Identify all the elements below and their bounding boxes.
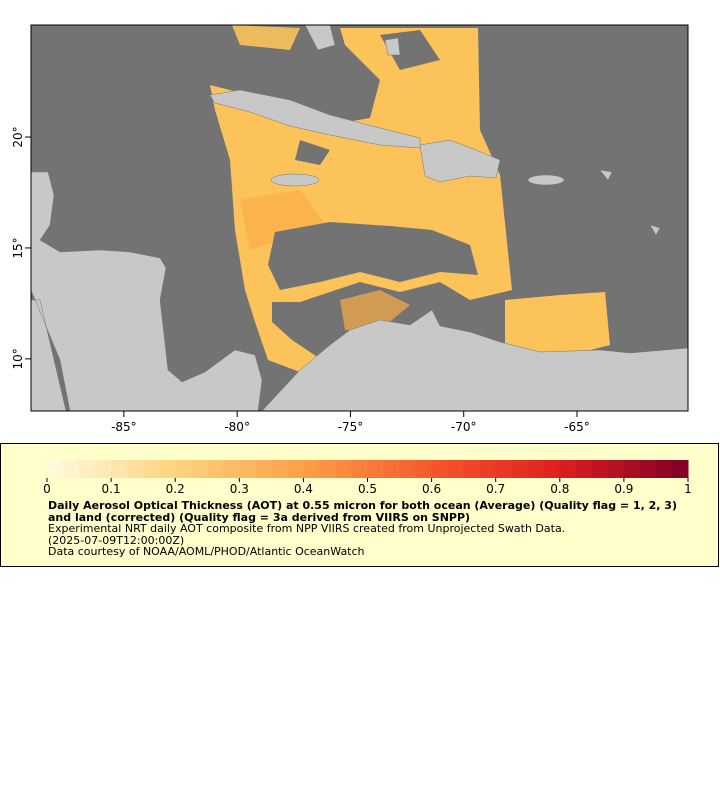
legend-text: Daily Aerosol Optical Thickness (AOT) at…	[48, 500, 678, 558]
colorbar-step	[207, 460, 224, 478]
map-frame	[30, 24, 689, 412]
colorbar-step	[447, 460, 465, 478]
legend-line: (2025-07-09T12:00:00Z)	[48, 533, 185, 547]
colorbar-tick-label: 0.9	[614, 482, 633, 496]
colorbar-step	[367, 460, 385, 478]
colorbar-tick-label: 1	[684, 482, 692, 496]
colorbar-step	[287, 460, 304, 478]
colorbar-step	[431, 460, 449, 478]
colorbar-step	[175, 460, 192, 478]
colorbar-step	[399, 460, 417, 478]
colorbar-step	[639, 460, 657, 478]
colorbar-step	[623, 460, 641, 478]
colorbar-step	[607, 460, 625, 478]
colorbar-tick-label: 0.4	[294, 482, 313, 496]
x-tick-label: -65°	[564, 420, 590, 434]
colorbar-step	[655, 460, 673, 478]
x-tick-label: -75°	[338, 420, 364, 434]
x-tick-label: -80°	[224, 420, 250, 434]
legend-line: Data courtesy of NOAA/AOML/PHOD/Atlantic…	[48, 545, 365, 558]
colorbar-step	[159, 460, 176, 478]
colorbar-step	[383, 460, 401, 478]
colorbar-step	[335, 460, 352, 478]
colorbar-step	[255, 460, 272, 478]
y-tick-label: 10°	[11, 348, 25, 369]
colorbar-step	[511, 460, 529, 478]
colorbar-step	[559, 460, 577, 478]
legend-title: Daily Aerosol Optical Thickness (AOT) at…	[48, 499, 677, 524]
colorbar-step	[79, 460, 96, 478]
colorbar-step	[191, 460, 208, 478]
colorbar-tick-label: 0.3	[230, 482, 249, 496]
colorbar-tick-label: 0.5	[358, 482, 377, 496]
colorbar-step	[239, 460, 256, 478]
colorbar-step	[575, 460, 593, 478]
y-tick-label: 20°	[11, 126, 25, 147]
colorbar-tick-label: 0.7	[486, 482, 505, 496]
y-tick-label: 15°	[11, 237, 25, 258]
colorbar-step	[527, 460, 545, 478]
colorbar-step	[271, 460, 288, 478]
colorbar-step	[127, 460, 144, 478]
colorbar-tick-label: 0.1	[102, 482, 121, 496]
colorbar-tick-label: 0.6	[422, 482, 441, 496]
colorbar-step	[303, 460, 320, 478]
colorbar-tick-label: 0.2	[166, 482, 185, 496]
x-tick-label: -85°	[111, 420, 137, 434]
colorbar-step	[319, 460, 336, 478]
x-tick-label: -70°	[451, 420, 477, 434]
colorbar-step	[351, 460, 368, 478]
colorbar-step	[63, 460, 80, 478]
colorbar-step	[495, 460, 513, 478]
colorbar-step	[47, 460, 64, 478]
colorbar-step	[671, 460, 689, 478]
colorbar-step	[543, 460, 561, 478]
colorbar-step	[223, 460, 240, 478]
colorbar-step	[591, 460, 609, 478]
colorbar-step	[415, 460, 433, 478]
colorbar-tick-label: 0.8	[550, 482, 569, 496]
colorbar-step	[143, 460, 160, 478]
colorbar-step	[95, 460, 112, 478]
colorbar-step	[479, 460, 497, 478]
colorbar-tick-label: 0	[43, 482, 51, 496]
land	[30, 24, 689, 412]
colorbar-step	[111, 460, 128, 478]
colorbar-step	[463, 460, 481, 478]
legend-line: Experimental NRT daily AOT composite fro…	[48, 522, 566, 535]
